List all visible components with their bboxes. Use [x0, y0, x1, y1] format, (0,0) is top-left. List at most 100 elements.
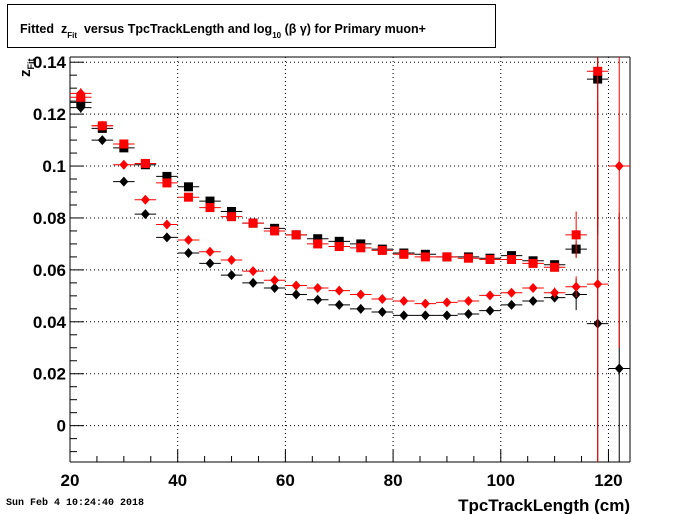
square-marker [140, 158, 150, 168]
x-tick-label: 20 [61, 471, 80, 490]
y-axis-label-main: z [17, 70, 34, 78]
diamond-marker [485, 290, 495, 301]
diamond-marker [119, 159, 129, 170]
title-prefix-sub: Fit [67, 31, 77, 40]
chart-title: Fitted zFit versus TpcTrackLength and lo… [20, 22, 426, 40]
diamond-marker [420, 310, 430, 321]
diamond-marker [507, 299, 517, 310]
diamond-marker [248, 266, 258, 277]
diamond-marker [291, 280, 301, 291]
diamond-marker [97, 135, 107, 146]
diamond-marker [356, 289, 366, 300]
axes [69, 56, 631, 463]
square-marker [119, 139, 129, 149]
diamond-marker [140, 194, 150, 205]
diamond-marker [420, 298, 430, 309]
diamond-marker [550, 287, 560, 298]
square-marker [248, 218, 258, 228]
diamond-marker [140, 209, 150, 220]
diamond-marker [76, 88, 86, 99]
square-marker [183, 192, 193, 202]
diamond-marker [377, 306, 387, 317]
diamond-marker [162, 232, 172, 243]
diamond-marker [442, 310, 452, 321]
diamond-marker [334, 299, 344, 310]
diamond-marker [270, 275, 280, 286]
title-middle: versus TpcTrackLength and log [77, 22, 272, 36]
square-marker [593, 66, 603, 76]
y-tick-label: 0.12 [33, 105, 66, 124]
diamond-marker [291, 289, 301, 300]
diamond-marker [485, 305, 495, 316]
y-tick-label: 0.02 [33, 365, 66, 384]
y-tick-label: 0.14 [33, 53, 67, 72]
square-marker [420, 252, 430, 262]
chart-title-box: Fitted zFit versus TpcTrackLength and lo… [7, 4, 496, 48]
x-tick-label: 120 [594, 471, 622, 490]
diamond-marker [463, 309, 473, 320]
x-tick-labels: 20 40 60 80 100 120 [61, 471, 623, 490]
timestamp-footer: Sun Feb 4 10:24:40 2018 [6, 498, 145, 509]
diamond-marker [227, 255, 237, 266]
y-axis-label-sub: Fit [26, 59, 36, 70]
title-middle-sub: 10 [272, 31, 281, 40]
diamond-marker [227, 270, 237, 281]
diamond-marker [76, 102, 86, 113]
x-axis-label: TpcTrackLength (cm) [458, 496, 630, 514]
diamond-marker [119, 176, 129, 187]
square-marker [485, 255, 495, 264]
diamond-marker [614, 161, 624, 172]
square-marker [463, 253, 473, 263]
diamond-marker [528, 283, 538, 294]
x-tick-label: 60 [276, 471, 295, 490]
square-marker [507, 255, 517, 264]
square-marker [550, 262, 560, 272]
y-tick-labels: 0 0.02 0.04 0.06 0.08 0.1 0.12 0.14 [33, 53, 67, 435]
square-marker [528, 258, 538, 268]
y-axis-label: zFit [17, 59, 36, 78]
square-marker [205, 196, 215, 206]
square-marker [571, 230, 581, 240]
y-tick-label: 0.1 [42, 157, 66, 176]
square-marker [313, 234, 323, 244]
data-markers [70, 57, 630, 462]
square-marker [205, 203, 215, 213]
diamond-marker [442, 297, 452, 308]
diamond-marker [377, 293, 387, 304]
square-marker [227, 212, 237, 222]
diamond-marker [248, 277, 258, 288]
diamond-marker [399, 310, 409, 321]
diamond-marker [205, 246, 215, 257]
diamond-marker [183, 248, 193, 259]
diamond-marker [463, 296, 473, 307]
x-tick-label: 40 [168, 471, 187, 490]
diamond-marker [270, 283, 280, 294]
square-marker [183, 182, 193, 192]
square-marker [334, 242, 344, 252]
square-marker [291, 230, 301, 240]
diamond-marker [356, 303, 366, 314]
diamond-marker [97, 120, 107, 131]
square-marker [227, 206, 237, 216]
square-marker [334, 236, 344, 246]
diamond-marker [593, 279, 603, 290]
square-marker [270, 226, 280, 236]
diamond-marker [313, 294, 323, 305]
y-tick-label: 0.04 [33, 313, 67, 332]
square-marker [442, 252, 452, 262]
square-marker [162, 171, 172, 181]
diamond-marker [313, 283, 323, 294]
diamond-marker [399, 296, 409, 307]
square-marker [399, 249, 409, 259]
tick-marks [69, 61, 609, 462]
square-marker [313, 239, 323, 249]
diamond-marker [571, 281, 581, 292]
x-tick-label: 80 [384, 471, 403, 490]
square-marker [356, 243, 366, 253]
diamond-marker [162, 219, 172, 230]
y-tick-label: 0.06 [33, 261, 66, 280]
y-tick-label: 0 [57, 417, 66, 436]
title-prefix: Fitted z [20, 22, 67, 36]
title-suffix: (β γ) for Primary muon+ [281, 22, 426, 36]
